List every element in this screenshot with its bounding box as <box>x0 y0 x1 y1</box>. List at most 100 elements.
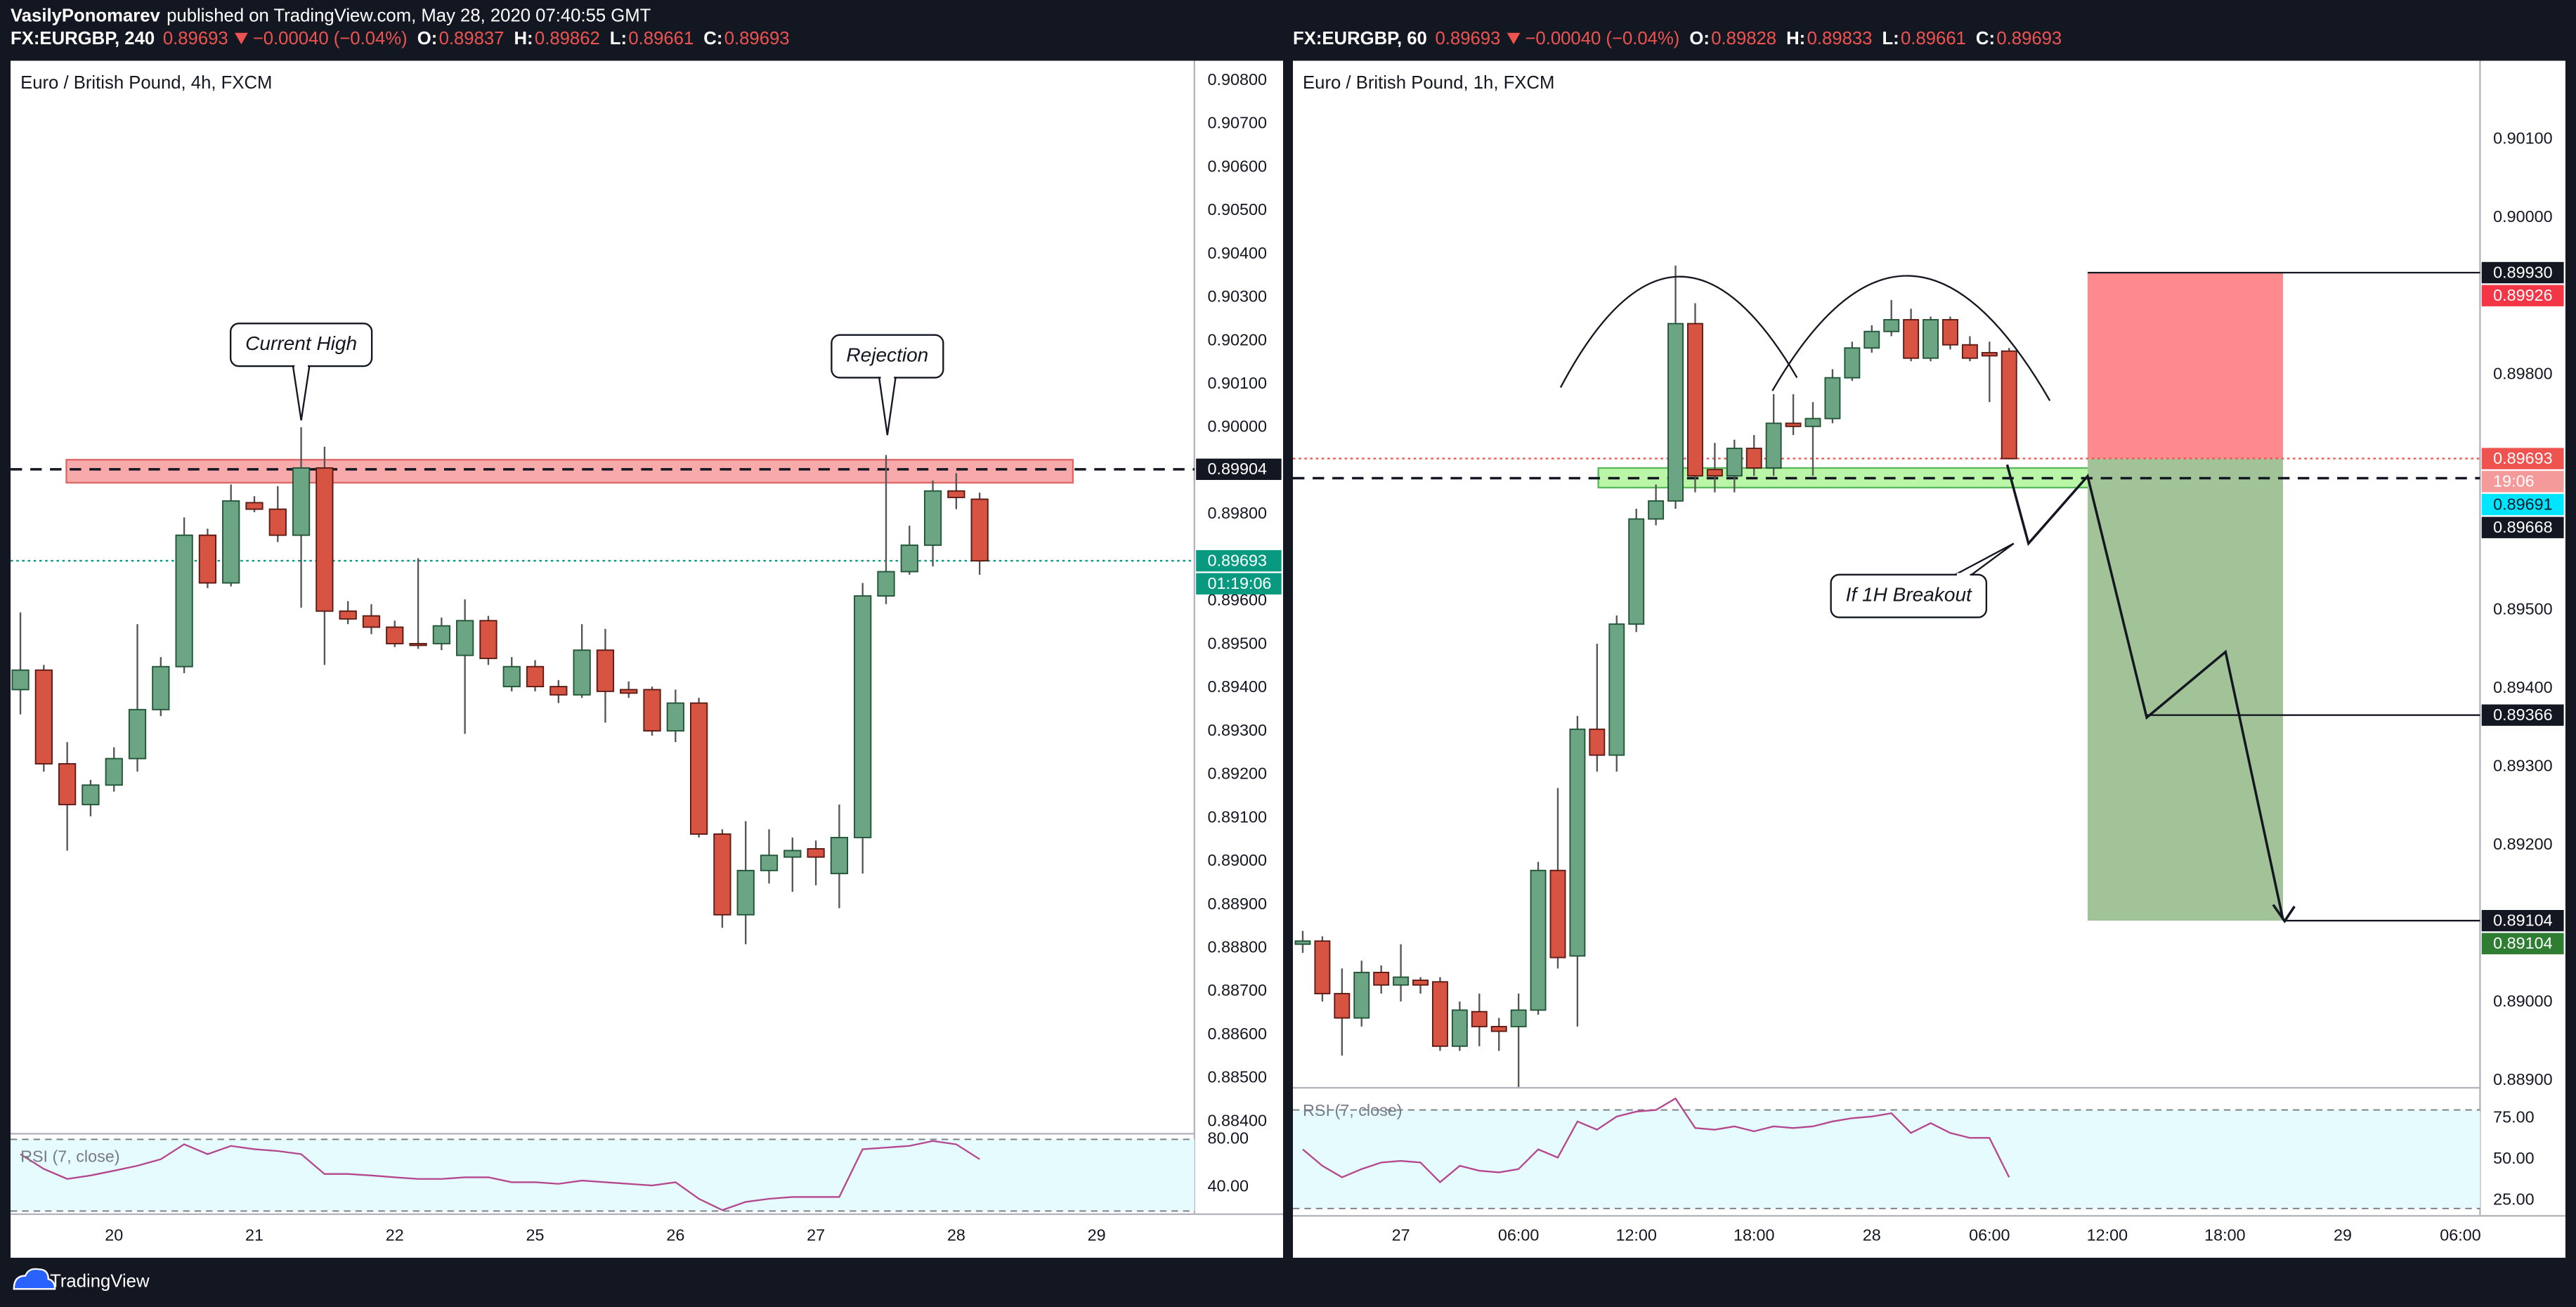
header-text: O: <box>1689 29 1710 48</box>
down-arrow <box>235 32 248 45</box>
annotation-box <box>1830 573 1988 618</box>
rsi-tick-label: 75.00 <box>2493 1107 2534 1126</box>
header-text: 0.89828 <box>1711 29 1776 48</box>
right-panel <box>1293 60 2565 1258</box>
y-tick-label: 0.90000 <box>1208 417 1267 436</box>
y-tick-label: 0.89100 <box>1208 807 1267 826</box>
candle-body <box>666 702 684 732</box>
candle-body <box>1628 518 1645 625</box>
candle-body <box>1353 971 1370 1019</box>
header-text: 0.89833 <box>1807 29 1873 48</box>
y-tick-label: 0.89400 <box>2493 678 2552 696</box>
candle-body <box>620 689 638 694</box>
candle-body <box>689 702 708 835</box>
candle-body <box>1706 469 1723 477</box>
left-shoulder-arc <box>1559 275 1798 389</box>
x-tick-label: 06:00 <box>1498 1226 1539 1244</box>
candle-body <box>479 620 497 659</box>
candles <box>11 427 989 944</box>
author[interactable]: VasilyPonomarev <box>11 6 160 25</box>
candle-body <box>1923 319 1939 359</box>
candle-body <box>1314 940 1331 994</box>
candle-body <box>245 502 264 510</box>
y-tick-label: 0.89800 <box>2493 364 2552 382</box>
drawings <box>1559 275 2296 923</box>
header-text: −0.00040 (−0.04%) <box>253 29 408 48</box>
candle-body <box>1431 981 1448 1047</box>
annotation-text: Rejection <box>846 344 928 365</box>
candle-body <box>596 649 615 692</box>
candle-body <box>526 665 545 688</box>
y-tick-label: 0.90500 <box>1208 200 1267 219</box>
rsi-title: RSI (7, close) <box>20 1147 119 1166</box>
y-tick-label: 0.90800 <box>1208 70 1267 89</box>
y-tick-label: 0.90400 <box>1208 244 1267 262</box>
header-text: −0.00040 (−0.04%) <box>1525 29 1679 48</box>
y-tick-label: 0.89300 <box>2493 757 2552 775</box>
x-tick-label: 20 <box>105 1226 123 1244</box>
rsi-tick-label: 50.00 <box>2493 1149 2534 1167</box>
candle-body <box>1942 319 1958 346</box>
header-text: 0.89837 <box>439 29 505 48</box>
rsi-line <box>20 1140 980 1211</box>
chart-title: Euro / British Pound, 4h, FXCM <box>20 73 272 93</box>
candle-body <box>152 665 170 710</box>
header-text: O: <box>417 29 438 48</box>
price-label-box <box>2481 448 2564 469</box>
candle-body <box>34 669 53 765</box>
candle-body <box>11 669 30 691</box>
candle-body <box>1863 330 1880 349</box>
x-tick-label: 28 <box>1863 1226 1881 1244</box>
x-tick-label: 25 <box>526 1226 545 1244</box>
header-text: H: <box>514 29 533 48</box>
candle-body <box>432 625 450 644</box>
x-tick-label: 18:00 <box>2204 1226 2245 1244</box>
candle-body <box>1824 377 1841 420</box>
zone <box>65 459 1074 484</box>
price-label: 0.89693 <box>2493 449 2552 467</box>
target-area <box>2087 458 2284 921</box>
candle-body <box>970 498 989 562</box>
y-tick-label: 0.90700 <box>1208 114 1267 132</box>
rsi-band <box>1293 1110 2480 1209</box>
candle-body <box>1373 971 1390 986</box>
candle-body <box>1981 351 1998 357</box>
y-tick-label: 0.89300 <box>1208 721 1267 739</box>
rsi-tick-label: 25.00 <box>2493 1190 2534 1208</box>
x-tick-label: 12:00 <box>2087 1226 2128 1244</box>
candle-body <box>1844 347 1861 379</box>
candle-body <box>900 544 918 573</box>
price-label: 0.89904 <box>1208 460 1267 478</box>
footer-logo[interactable]: TradingView <box>13 1268 150 1292</box>
y-tick-label: 0.88600 <box>1208 1025 1267 1043</box>
candle-body <box>502 665 521 688</box>
y-tick-label: 0.88500 <box>1208 1068 1267 1086</box>
price-label-box <box>2481 493 2564 516</box>
projection-path <box>2005 464 2284 920</box>
x-tick-label: 26 <box>666 1226 684 1244</box>
header-text: C: <box>1976 29 1995 48</box>
x-tick-label: 28 <box>947 1226 965 1244</box>
left-panel <box>11 60 1283 1258</box>
price-label: 01:19:06 <box>1208 574 1272 592</box>
y-tick-label: 0.88800 <box>1208 938 1267 956</box>
header-text: C: <box>703 29 722 48</box>
header-text: 0.89693 <box>163 29 228 48</box>
header-text: 0.89693 <box>1996 29 2062 48</box>
price-label: 19:06 <box>2493 472 2534 490</box>
price-label-box <box>2481 516 2564 538</box>
candle-body <box>2001 350 2017 460</box>
arrow-head <box>2272 904 2296 923</box>
header-text: 0.89693 <box>1436 29 1501 48</box>
candle-body <box>198 534 217 584</box>
price-label-box <box>1196 458 1282 481</box>
candle-body <box>1393 976 1410 986</box>
candle-body <box>1569 728 1586 957</box>
candle-body <box>760 854 779 871</box>
candle-body <box>1648 500 1665 520</box>
candle-body <box>1667 323 1684 502</box>
candle-body <box>268 508 287 536</box>
header-text: 0.89661 <box>1901 29 1966 48</box>
price-label-box <box>2481 471 2564 493</box>
